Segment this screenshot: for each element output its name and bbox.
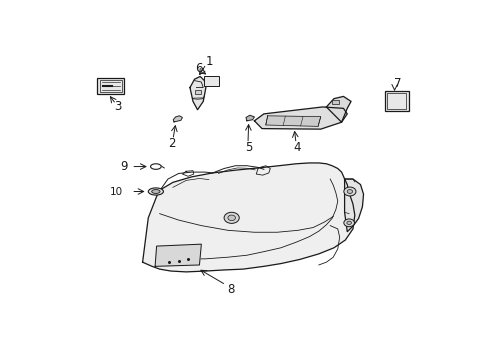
- Text: 10: 10: [109, 186, 122, 197]
- Polygon shape: [245, 115, 254, 121]
- Polygon shape: [142, 163, 354, 272]
- Text: 2: 2: [168, 137, 175, 150]
- Text: 3: 3: [114, 100, 122, 113]
- Polygon shape: [265, 116, 320, 126]
- Ellipse shape: [151, 190, 160, 193]
- Text: 7: 7: [393, 77, 401, 90]
- Polygon shape: [189, 76, 205, 110]
- Text: 5: 5: [244, 141, 252, 154]
- Polygon shape: [155, 244, 201, 266]
- Circle shape: [343, 219, 354, 227]
- Text: 1: 1: [205, 55, 212, 68]
- Polygon shape: [344, 179, 363, 232]
- Bar: [204, 76, 218, 86]
- Text: 9: 9: [120, 160, 127, 173]
- Bar: [385, 91, 408, 111]
- Bar: [100, 80, 122, 92]
- Circle shape: [227, 215, 235, 221]
- Ellipse shape: [148, 188, 163, 195]
- Circle shape: [346, 190, 352, 193]
- Bar: [97, 77, 124, 94]
- Bar: [194, 90, 201, 94]
- Circle shape: [343, 187, 355, 196]
- Bar: [331, 100, 338, 104]
- Text: 8: 8: [227, 283, 234, 296]
- Bar: [386, 93, 406, 109]
- Text: 4: 4: [292, 141, 300, 154]
- Text: 6: 6: [195, 62, 202, 75]
- Circle shape: [224, 212, 239, 223]
- Polygon shape: [326, 96, 350, 122]
- Polygon shape: [173, 116, 182, 122]
- Polygon shape: [254, 107, 346, 129]
- Circle shape: [346, 221, 351, 225]
